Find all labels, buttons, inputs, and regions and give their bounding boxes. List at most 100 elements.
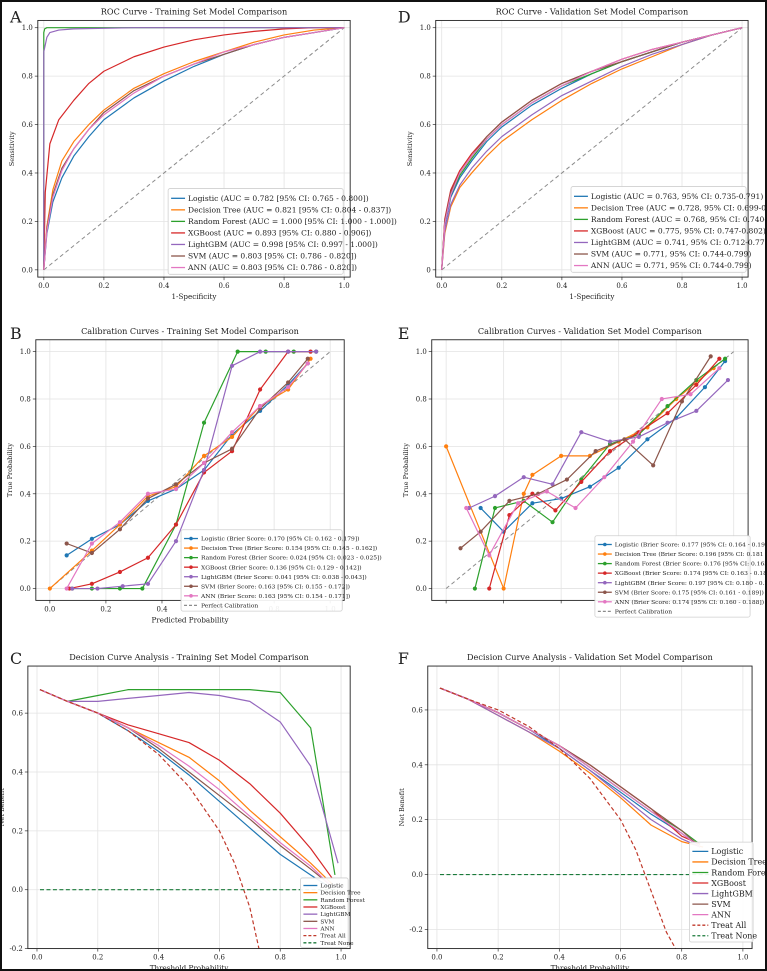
data-point (616, 465, 621, 470)
data-point (444, 444, 449, 449)
y-tick-label: 0.0 (20, 585, 31, 593)
data-point (478, 505, 483, 511)
axes-frame (435, 19, 749, 278)
x-tick-label: 0.2 (496, 282, 507, 290)
data-point (117, 527, 123, 532)
series-line-random-forest (39, 689, 336, 876)
legend-label: Random Forest (711, 868, 767, 877)
y-tick-label: -0.2 (9, 945, 22, 953)
x-tick-label: 1.0 (339, 282, 350, 290)
legend-marker (603, 571, 607, 575)
legend-label: Random Forest (320, 898, 365, 904)
legend-label: Random Forest (AUC = 0.768, 95% CI: 0.74… (591, 215, 767, 224)
data-point (286, 380, 291, 385)
y-tick-label: 0.4 (20, 490, 32, 498)
legend-label: Logistic (711, 847, 743, 856)
x-tick-label: 0.2 (100, 605, 111, 613)
x-tick-label: 1.0 (737, 954, 748, 962)
legend-label: Random Forest (Brier Score: 0.176 [95% C… (615, 561, 767, 568)
chart-title: ROC Curve - Validation Set Model Compari… (496, 6, 689, 16)
panel-letter: B (10, 324, 22, 343)
data-point (694, 408, 699, 413)
series-line-ann (39, 689, 330, 885)
data-point (305, 356, 310, 361)
legend-label: SVM (AUC = 0.771, 95% CI: 0.744-0.799) (591, 250, 751, 259)
legend-box (167, 188, 344, 275)
panel-letter: F (398, 649, 409, 668)
data-point (229, 430, 235, 435)
x-tick-label: 0.0 (31, 954, 42, 962)
panel-letter: A (9, 7, 22, 26)
axes-frame (37, 19, 351, 278)
legend-box (180, 529, 343, 612)
legend-label: ANN (Brier Score: 0.163 [95% CI: 0.154 -… (200, 593, 350, 600)
y-tick-label: 0.6 (22, 121, 33, 129)
series-line-lightgbm (441, 27, 743, 270)
data-point (579, 479, 584, 485)
data-point (665, 411, 670, 416)
y-tick-label: 1.0 (420, 24, 431, 32)
legend-box (594, 535, 751, 618)
y-tick-label: 1.0 (416, 348, 427, 356)
data-point (607, 439, 613, 444)
data-point (201, 420, 207, 425)
legend-label: Random Forest (Brier Score: 0.024 [95% C… (201, 555, 382, 562)
series-line-lightgbm (39, 689, 339, 864)
data-point (286, 385, 291, 390)
legend-label: SVM (711, 900, 730, 909)
legend-label: Treat None (320, 941, 354, 947)
data-point (636, 434, 641, 439)
data-point (645, 437, 650, 442)
x-axis-label: 1-Specificity (172, 292, 218, 301)
data-point (64, 553, 69, 558)
data-point (492, 494, 498, 499)
y-tick-label: 0.8 (20, 395, 31, 403)
legend-label: Logistic (320, 884, 343, 890)
data-point (235, 349, 240, 354)
calibration-training-panel: B Calibration Curves - Training Set Model… (6, 324, 382, 625)
y-axis-label: Net Benefit (0, 788, 6, 826)
series-line-ann (66, 363, 309, 589)
data-point (95, 586, 100, 591)
series-line-lightgbm (468, 379, 729, 509)
x-tick-label: 0.0 (44, 605, 55, 613)
x-tick-label: 0.4 (153, 954, 165, 962)
series-line-xgboost (488, 358, 720, 589)
legend-marker (603, 552, 607, 556)
y-tick-label: -0.2 (409, 926, 422, 934)
legend-label: XGBoost (Brier Score: 0.136 [95% CI: 0.1… (201, 564, 362, 571)
data-point (458, 546, 463, 551)
series-line-random-forest (474, 358, 726, 589)
y-tick-label: 0.8 (416, 395, 427, 403)
x-axis-label: Predicted Probability (151, 615, 229, 624)
data-point (587, 453, 593, 458)
legend-label: ANN (AUC = 0.771, 95% CI: 0.744-0.799) (590, 261, 752, 270)
series-line-ann (441, 27, 743, 270)
reference-line (43, 27, 345, 271)
x-tick-label: 1.0 (737, 282, 748, 290)
data-point (553, 508, 558, 513)
legend-box (570, 186, 747, 273)
data-point (587, 484, 593, 489)
legend-label: ANN (AUC = 0.803 [95% CI: 0.786 - 0.820]… (187, 263, 357, 272)
data-point (607, 449, 613, 454)
data-point (173, 482, 179, 487)
data-point (145, 491, 151, 496)
legend-label: LightGBM (Brier Score: 0.197 [95% CI: 0.… (615, 580, 767, 587)
data-point (258, 387, 263, 392)
data-point (679, 399, 685, 404)
data-point (573, 505, 578, 511)
data-point (229, 434, 235, 439)
data-point (507, 498, 512, 503)
data-point (544, 489, 549, 494)
legend-label: Logistic (Brier Score: 0.170 [95% CI: 0.… (201, 536, 360, 543)
data-point (521, 475, 526, 480)
y-tick-label: 0.4 (416, 490, 428, 498)
data-point (117, 520, 123, 525)
data-point (688, 392, 693, 397)
series-line-svm (441, 27, 743, 270)
legend-label: Decision Tree (711, 858, 767, 867)
x-tick-label: 0.8 (676, 954, 687, 962)
x-tick-label: 0.0 (436, 282, 447, 290)
y-tick-label: 0.0 (22, 266, 33, 274)
